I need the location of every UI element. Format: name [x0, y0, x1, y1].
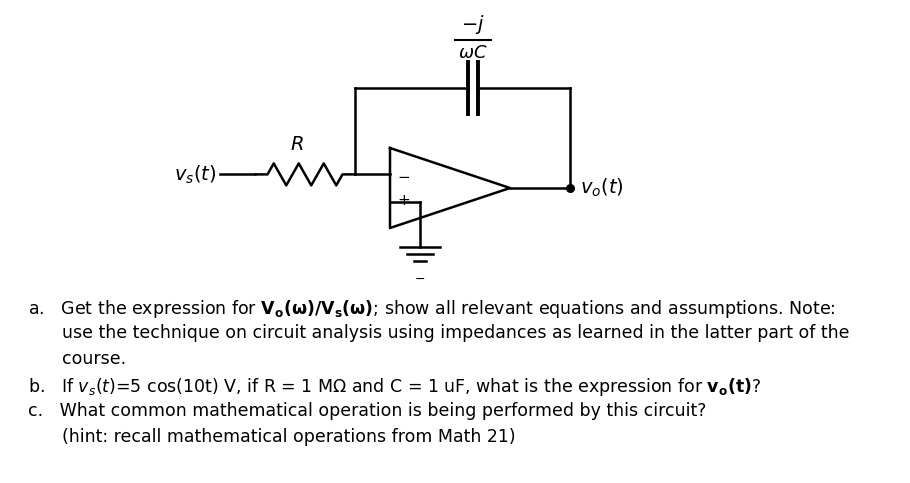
Text: $R$: $R$: [290, 136, 304, 155]
Text: $+$: $+$: [398, 193, 410, 208]
Text: $-$: $-$: [398, 168, 410, 183]
Text: use the technique on circuit analysis using impedances as learned in the latter : use the technique on circuit analysis us…: [62, 324, 850, 342]
Text: $v_s(t)$: $v_s(t)$: [174, 163, 216, 185]
Text: (hint: recall mathematical operations from Math 21): (hint: recall mathematical operations fr…: [62, 428, 516, 446]
Text: b.   If $v_s(t)$=5 cos(10t) V, if R = 1 M$\Omega$ and C = 1 uF, what is the expr: b. If $v_s(t)$=5 cos(10t) V, if R = 1 M$…: [28, 376, 761, 398]
Text: a.   Get the expression for $\mathbf{V_o(\omega)/V_s(\omega)}$; show all relevan: a. Get the expression for $\mathbf{V_o(\…: [28, 298, 835, 320]
Text: c.   What common mathematical operation is being performed by this circuit?: c. What common mathematical operation is…: [28, 402, 706, 420]
Text: $v_o(t)$: $v_o(t)$: [580, 177, 623, 199]
Text: $\omega C$: $\omega C$: [458, 44, 487, 62]
Text: $-$: $-$: [414, 271, 426, 284]
Text: $-j$: $-j$: [460, 13, 484, 36]
Text: course.: course.: [62, 350, 126, 368]
